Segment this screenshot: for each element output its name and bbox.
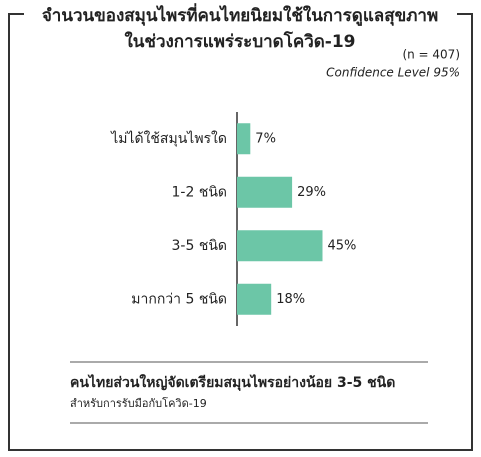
value-label: 29%: [297, 185, 326, 200]
bar: [237, 176, 293, 208]
bar: [237, 283, 272, 315]
category-label: ไม่ได้ใช้สมุนไพรใด: [110, 130, 227, 147]
title-backdrop: [24, 4, 457, 26]
sample-note: (n = 407): [402, 48, 460, 62]
category-label: 3-5 ชนิด: [172, 238, 227, 254]
confidence-note: Confidence Level 95%: [326, 66, 460, 80]
footer-note: สำหรับการรับมือกับโควิด-19: [70, 396, 207, 410]
value-label: 7%: [255, 131, 276, 146]
chart-subtitle: ในช่วงการแพร่ระบาดโควิด-19: [124, 31, 355, 52]
chart-title: จำนวนของสมุนไพรที่คนไทยนิยมใช้ในการดูแลส…: [42, 3, 438, 27]
category-label: มากกว่า 5 ชนิด: [131, 291, 227, 307]
value-label: 45%: [328, 238, 357, 253]
category-label: 1-2 ชนิด: [172, 184, 227, 200]
bar: [237, 123, 251, 155]
footer-headline: คนไทยส่วนใหญ่จัดเตรียมสมุนไพรอย่างน้อย 3…: [70, 373, 395, 391]
bar: [237, 230, 323, 262]
value-label: 18%: [276, 292, 305, 307]
